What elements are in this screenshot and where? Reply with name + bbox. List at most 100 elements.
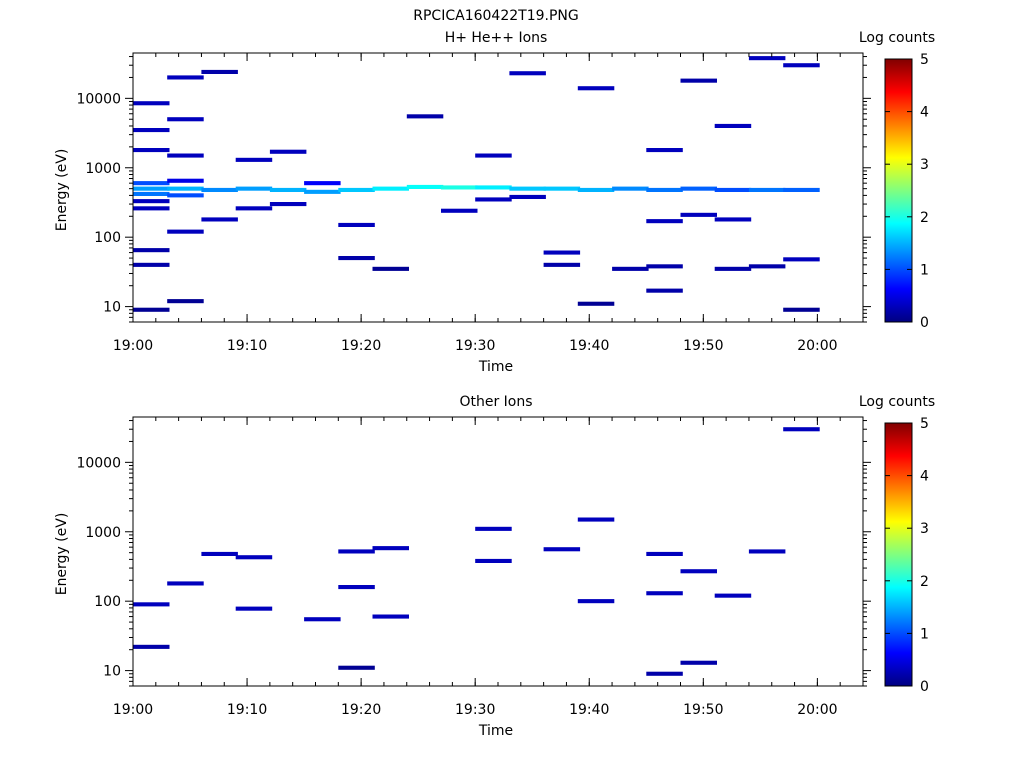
colorbar-tick-label: 5 <box>920 52 929 68</box>
colorbar-tick-label: 3 <box>920 157 929 173</box>
heatmap-cell <box>133 191 170 196</box>
axes: 19:00 19:10 19:20 19:30 19:40 19:50 20:00 10 100… <box>76 52 871 354</box>
heatmap-cell <box>475 185 512 190</box>
y-axis-label: Energy (eV) <box>54 513 70 596</box>
heatmap-cell <box>680 660 717 665</box>
heatmap-cell <box>133 148 170 153</box>
heatmap-cell <box>543 250 581 255</box>
heatmap-cell <box>338 187 375 192</box>
panel-title: Other Ions <box>459 394 532 410</box>
y-tick-label: 10000 <box>76 455 121 471</box>
heatmap-cell <box>235 555 273 560</box>
colorbar-tick-label: 5 <box>920 416 929 432</box>
y-tick-label: 10 <box>103 300 121 316</box>
heatmap-cell <box>167 581 204 586</box>
heatmap-cell <box>133 101 170 106</box>
x-tick-label: 19:50 <box>683 338 723 354</box>
heatmap-cell <box>167 229 204 234</box>
heatmap-cell <box>201 551 238 556</box>
colorbar: 0 1 2 3 4 5 <box>884 52 929 331</box>
heatmap-cell <box>783 427 820 432</box>
x-tick-label: 19:50 <box>683 702 723 718</box>
heatmap-cell <box>509 71 546 76</box>
heatmap-cell <box>133 206 170 211</box>
heatmap-cell <box>133 128 170 133</box>
colorbar-tick-label: 2 <box>920 574 929 590</box>
y-tick-label: 100 <box>94 230 121 246</box>
heatmap-cell <box>167 186 204 191</box>
heatmap-cell <box>714 123 752 128</box>
heatmap-cell <box>372 546 409 551</box>
heatmap-cell <box>475 558 512 563</box>
x-tick-label: 19:40 <box>569 702 609 718</box>
heatmap-cell <box>475 197 512 202</box>
x-tick-label: 19:30 <box>455 702 495 718</box>
heatmap-cell <box>577 187 615 192</box>
y-tick-label: 100 <box>94 594 121 610</box>
x-tick-label: 19:40 <box>569 338 609 354</box>
heatmap-cell <box>748 264 786 269</box>
heatmap-cell <box>133 644 170 649</box>
heatmap-cell <box>235 606 273 611</box>
heatmap-cell <box>543 262 581 267</box>
heatmap-cell <box>509 194 546 199</box>
heatmap-cell <box>372 614 409 619</box>
heatmap-cell <box>304 617 341 622</box>
colorbar-tick-label: 2 <box>920 210 929 226</box>
panel-h-he-ions: H+ He++ Ions Time Energy (eV) Log counts… <box>54 30 935 375</box>
heatmap-cell <box>646 671 683 676</box>
heatmap-cell <box>612 186 649 191</box>
heatmap-cell <box>680 186 717 191</box>
heatmap-cell <box>167 153 204 158</box>
y-tick-label: 1000 <box>85 161 121 177</box>
panel-other-ions: Other Ions Time Energy (eV) Log counts 1… <box>54 394 935 739</box>
heatmap-cell <box>338 256 375 261</box>
heatmap-cell <box>646 148 683 153</box>
heatmap-cell <box>748 549 786 554</box>
heatmap-cell <box>167 193 204 198</box>
heatmap-cell <box>646 591 683 596</box>
x-tick-label: 20:00 <box>797 702 837 718</box>
heatmap-cell <box>543 186 581 191</box>
colorbar-tick-label: 0 <box>920 315 929 331</box>
heatmap-cell <box>783 187 820 192</box>
heatmap-cell <box>133 248 170 253</box>
heatmap-cell <box>783 63 820 68</box>
heatmap-cell <box>133 307 170 312</box>
heatmap-cell <box>269 149 307 154</box>
y-tick-label: 1000 <box>85 525 121 541</box>
heatmap-cell <box>577 599 615 604</box>
heatmap-cell <box>646 219 683 224</box>
heatmap-cell <box>133 186 170 191</box>
colorbar: 0 1 2 3 4 5 <box>884 416 929 695</box>
x-tick-label: 19:30 <box>455 338 495 354</box>
x-tick-label: 19:10 <box>227 338 267 354</box>
x-axis-label: Time <box>478 723 513 739</box>
heatmap-cell <box>543 547 581 552</box>
heatmap-cell <box>201 187 238 192</box>
heatmap-cell <box>577 517 615 522</box>
heatmap-cell <box>167 117 204 122</box>
heatmap-cell <box>133 602 170 607</box>
heatmap-cell <box>646 264 683 269</box>
heatmap-cell <box>612 266 649 271</box>
colorbar-tick-label: 0 <box>920 679 929 695</box>
heatmap-cell <box>167 299 204 304</box>
colorbar-label: Log counts <box>859 394 935 410</box>
colorbar-gradient <box>884 58 913 323</box>
heatmap-cell <box>646 187 683 192</box>
heatmap-cell <box>372 186 409 191</box>
x-tick-label: 19:10 <box>227 702 267 718</box>
panel-title: H+ He++ Ions <box>445 30 548 46</box>
colorbar-gradient <box>884 422 913 687</box>
heatmap-cell <box>680 569 717 574</box>
colorbar-label: Log counts <box>859 30 935 46</box>
heatmap-cell <box>783 257 820 262</box>
axes: 19:00 19:10 19:20 19:30 19:40 19:50 20:00 10 100… <box>76 416 871 718</box>
colorbar-tick-label: 4 <box>920 469 929 485</box>
heatmap-cell <box>201 69 238 74</box>
x-tick-label: 19:00 <box>113 702 153 718</box>
heatmap-cell <box>475 153 512 158</box>
heatmap-cell <box>680 212 717 217</box>
